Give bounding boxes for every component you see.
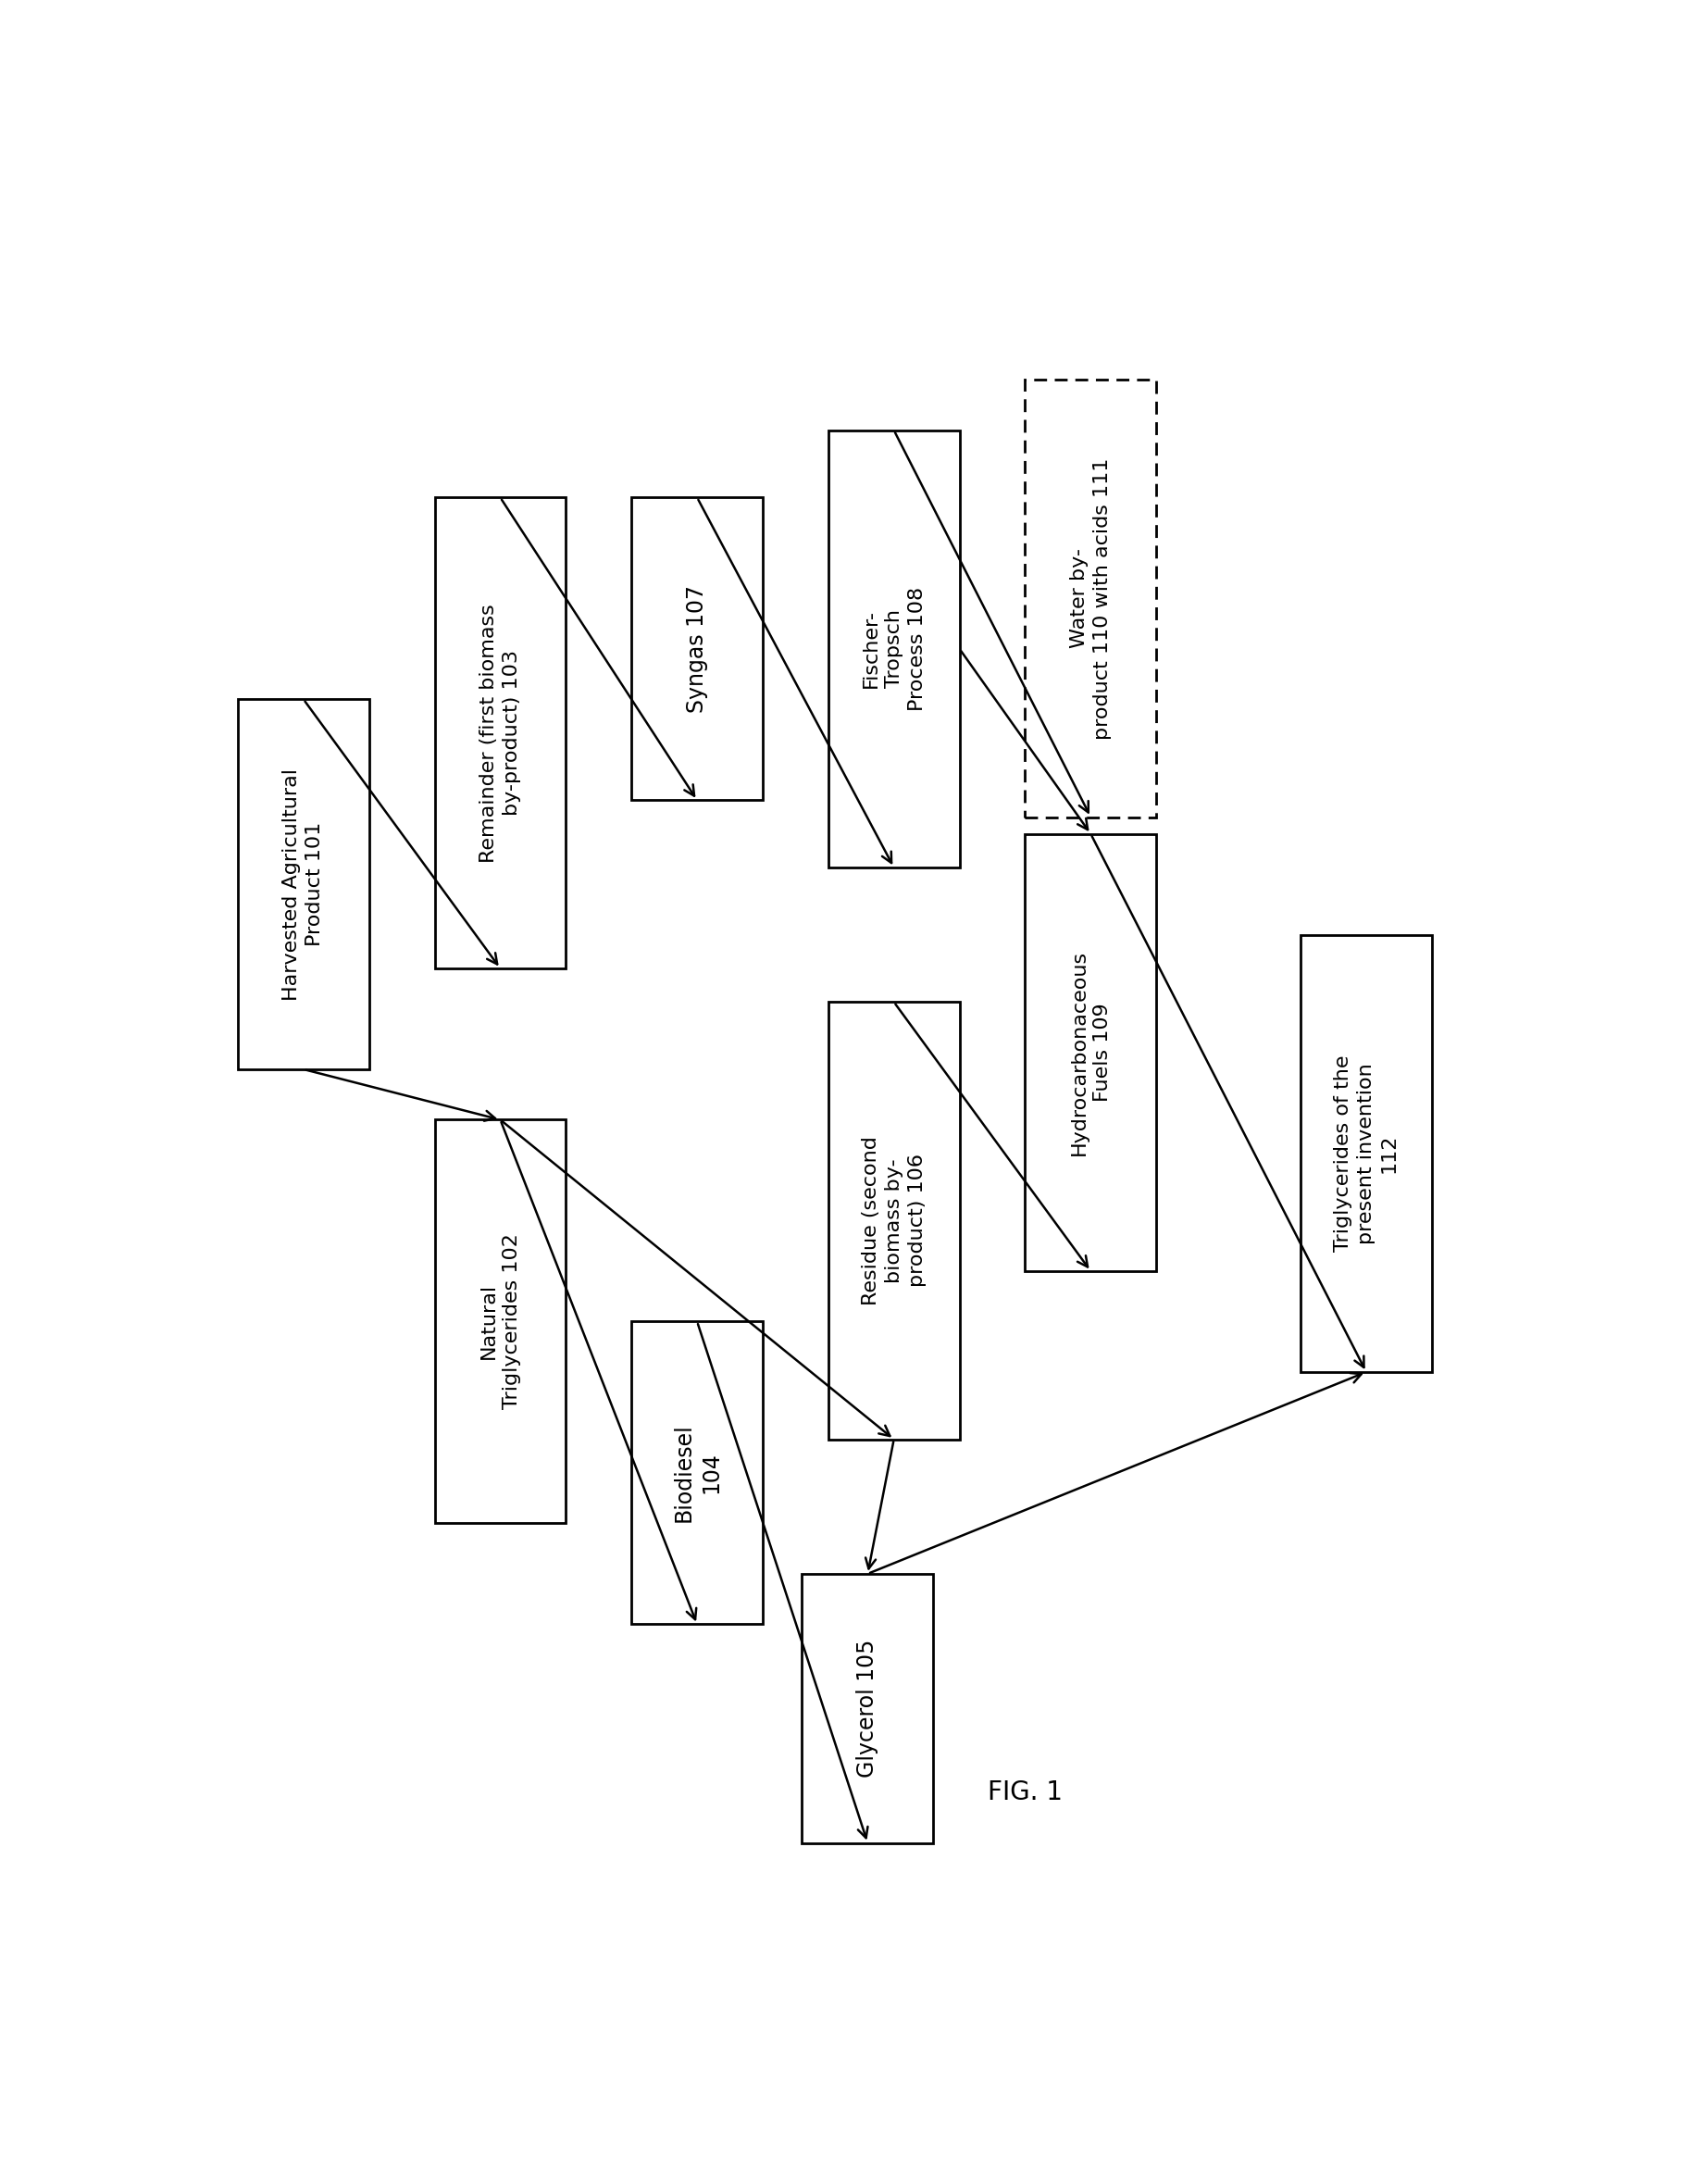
FancyBboxPatch shape bbox=[631, 498, 764, 799]
FancyBboxPatch shape bbox=[1024, 834, 1156, 1271]
Text: Fischer-
Tropsch
Process 108: Fischer- Tropsch Process 108 bbox=[862, 587, 926, 712]
FancyBboxPatch shape bbox=[802, 1575, 933, 1843]
Text: FIG. 1: FIG. 1 bbox=[987, 1780, 1063, 1806]
FancyBboxPatch shape bbox=[237, 699, 369, 1070]
Text: Natural
Triglycerides 102: Natural Triglycerides 102 bbox=[479, 1234, 521, 1409]
FancyBboxPatch shape bbox=[828, 430, 960, 867]
FancyBboxPatch shape bbox=[435, 1120, 565, 1524]
FancyBboxPatch shape bbox=[631, 1321, 764, 1625]
FancyBboxPatch shape bbox=[1300, 935, 1432, 1372]
FancyBboxPatch shape bbox=[1024, 380, 1156, 817]
Text: Glycerol 105: Glycerol 105 bbox=[857, 1640, 879, 1778]
Text: Syngas 107: Syngas 107 bbox=[686, 585, 708, 712]
Text: Harvested Agricultural
Product 101: Harvested Agricultural Product 101 bbox=[283, 769, 323, 1000]
Text: Water by-
product 110 with acids 111: Water by- product 110 with acids 111 bbox=[1070, 456, 1111, 740]
Text: Hydrocarbonaceous
Fuels 109: Hydrocarbonaceous Fuels 109 bbox=[1070, 950, 1111, 1155]
Text: Remainder (first biomass
by-product) 103: Remainder (first biomass by-product) 103 bbox=[479, 603, 521, 863]
Text: Residue (second
biomass by-
product) 106: Residue (second biomass by- product) 106 bbox=[862, 1136, 926, 1306]
Text: Triglycerides of the
present invention
112: Triglycerides of the present invention 1… bbox=[1334, 1055, 1398, 1251]
Text: Biodiesel
104: Biodiesel 104 bbox=[672, 1424, 721, 1522]
FancyBboxPatch shape bbox=[435, 498, 565, 968]
FancyBboxPatch shape bbox=[828, 1002, 960, 1439]
